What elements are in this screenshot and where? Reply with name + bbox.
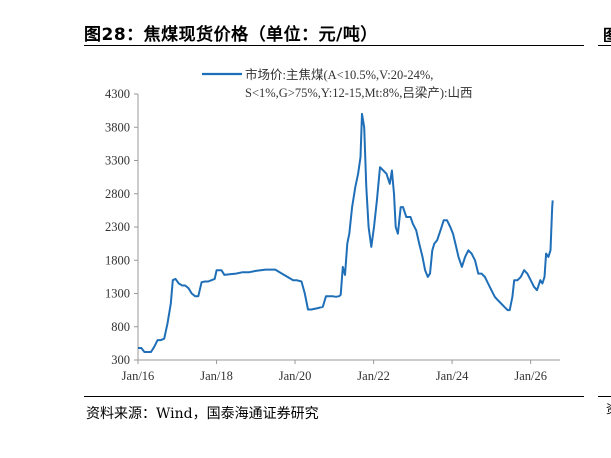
x-tick-label: Jan/26 xyxy=(514,369,547,383)
adjacent-figure-divider xyxy=(598,45,611,46)
axes: 300 800 1300 1800 2300 2800 3300 3800 4300 Jan/16… xyxy=(105,87,560,383)
adjacent-figure-footer-divider xyxy=(598,396,611,397)
adjacent-figure-source-edge: 资 xyxy=(606,400,611,416)
y-tick-label: 800 xyxy=(111,320,130,334)
y-tick-label: 300 xyxy=(111,353,130,367)
y-tick-label: 1300 xyxy=(105,287,130,301)
y-tick-label: 4300 xyxy=(105,87,130,101)
legend-label-line-1: 市场价:主焦煤(A<10.5%,V:20-24%, xyxy=(245,67,433,82)
y-tick-label: 3300 xyxy=(105,154,130,168)
legend-label-line-2: S<1%,G>75%,Y:12-15,Mt:8%,吕梁产):山西 xyxy=(245,85,473,100)
x-tick-label: Jan/20 xyxy=(279,369,312,383)
y-tick-label: 2800 xyxy=(105,187,130,201)
x-tick-label: Jan/24 xyxy=(436,369,469,383)
y-tick-label: 2300 xyxy=(105,220,130,234)
x-tick-label: Jan/18 xyxy=(200,369,233,383)
y-tick-label: 1800 xyxy=(105,253,130,267)
chart-title: 图28：焦煤现货价格（单位：元/吨） xyxy=(84,25,378,45)
series-line-coking-coal-price xyxy=(138,112,554,353)
x-tick-label: Jan/16 xyxy=(122,369,155,383)
y-tick-label: 3800 xyxy=(105,120,130,134)
chart-area: 300 800 1300 1800 2300 2800 3300 3800 4300 Jan/16… xyxy=(105,67,560,383)
source-note: 资料来源：Wind，国泰海通证券研究 xyxy=(86,406,319,422)
title-divider xyxy=(84,45,584,46)
adjacent-figure-edge: 图 xyxy=(603,22,611,42)
legend: 市场价:主焦煤(A<10.5%,V:20-24%, S<1%,G>75%,Y:1… xyxy=(202,67,473,100)
x-tick-label: Jan/22 xyxy=(357,369,390,383)
footer-divider xyxy=(84,396,584,397)
series-layer xyxy=(138,112,554,353)
